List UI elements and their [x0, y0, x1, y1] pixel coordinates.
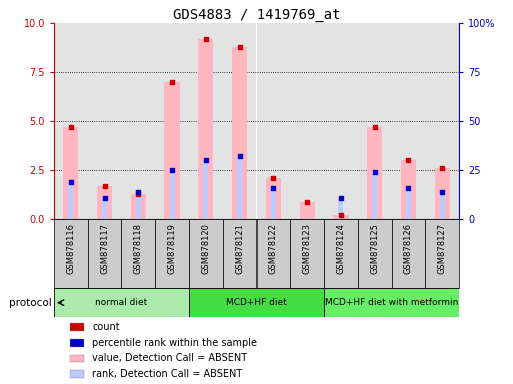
Bar [155, 219, 189, 288]
Bar [54, 219, 88, 288]
Point [235, 153, 244, 159]
Point [202, 36, 210, 42]
Bar [358, 23, 391, 219]
Title: GDS4883 / 1419769_at: GDS4883 / 1419769_at [173, 8, 340, 22]
Text: count: count [92, 322, 120, 332]
Text: normal diet: normal diet [95, 298, 148, 307]
Point [134, 191, 143, 197]
Bar [237, 156, 242, 219]
Bar [136, 192, 141, 219]
Bar [70, 355, 84, 362]
Bar [70, 339, 84, 347]
Bar [63, 127, 78, 219]
Text: MCD+HF diet with metformin: MCD+HF diet with metformin [325, 298, 458, 307]
Point [168, 79, 176, 85]
Bar [198, 39, 213, 219]
Bar [372, 172, 377, 219]
Bar [266, 178, 281, 219]
Point [235, 43, 244, 50]
Bar [88, 23, 122, 219]
Point [438, 189, 446, 195]
Bar [232, 46, 247, 219]
Bar [435, 168, 450, 219]
Text: rank, Detection Call = ABSENT: rank, Detection Call = ABSENT [92, 369, 243, 379]
Bar [189, 219, 223, 288]
Bar [165, 82, 180, 219]
Bar [70, 323, 84, 331]
Bar [102, 198, 107, 219]
Bar [203, 161, 208, 219]
Bar [290, 23, 324, 219]
Bar [97, 186, 112, 219]
Bar [271, 188, 276, 219]
Point [303, 199, 311, 205]
Point [269, 175, 278, 181]
Text: protocol: protocol [9, 298, 52, 308]
Text: GSM878120: GSM878120 [201, 223, 210, 273]
Bar [256, 23, 290, 219]
Bar [339, 198, 344, 219]
Bar [54, 23, 88, 219]
Text: GSM878122: GSM878122 [269, 223, 278, 273]
Point [67, 124, 75, 130]
Point [67, 179, 75, 185]
Text: GSM878116: GSM878116 [66, 223, 75, 274]
Bar [68, 182, 73, 219]
Point [337, 195, 345, 201]
Text: MCD+HF diet: MCD+HF diet [226, 298, 287, 307]
Bar [122, 219, 155, 288]
Text: GSM878124: GSM878124 [337, 223, 345, 273]
Bar [358, 219, 391, 288]
Text: GSM878118: GSM878118 [134, 223, 143, 274]
Text: GSM878125: GSM878125 [370, 223, 379, 273]
Text: percentile rank within the sample: percentile rank within the sample [92, 338, 258, 348]
Bar [189, 23, 223, 219]
Text: GSM878126: GSM878126 [404, 223, 413, 274]
Bar [169, 170, 174, 219]
Point [202, 157, 210, 164]
Bar [300, 202, 315, 219]
Bar [223, 219, 256, 288]
Bar [440, 192, 445, 219]
Text: GSM878127: GSM878127 [438, 223, 447, 274]
Text: GSM878121: GSM878121 [235, 223, 244, 273]
Text: GSM878117: GSM878117 [100, 223, 109, 274]
Bar [406, 188, 411, 219]
Bar [401, 161, 416, 219]
Text: GSM878119: GSM878119 [168, 223, 176, 273]
Point [337, 212, 345, 218]
Bar [324, 23, 358, 219]
Bar [54, 288, 189, 317]
Point [101, 183, 109, 189]
Bar [425, 23, 459, 219]
Bar [324, 288, 459, 317]
Point [370, 169, 379, 175]
Bar [122, 23, 155, 219]
Bar [333, 215, 348, 219]
Bar [223, 23, 256, 219]
Bar [324, 219, 358, 288]
Point [438, 165, 446, 171]
Bar [70, 371, 84, 378]
Point [134, 189, 143, 195]
Bar [425, 219, 459, 288]
Point [269, 185, 278, 191]
Point [404, 185, 412, 191]
Point [101, 195, 109, 201]
Bar [88, 219, 122, 288]
Point [168, 167, 176, 173]
Bar [189, 288, 324, 317]
Bar [290, 219, 324, 288]
Point [404, 157, 412, 164]
Bar [391, 219, 425, 288]
Bar [131, 194, 146, 219]
Point [370, 124, 379, 130]
Bar [391, 23, 425, 219]
Bar [155, 23, 189, 219]
Text: GSM878123: GSM878123 [303, 223, 312, 274]
Bar [367, 127, 382, 219]
Bar [256, 219, 290, 288]
Text: value, Detection Call = ABSENT: value, Detection Call = ABSENT [92, 354, 247, 364]
